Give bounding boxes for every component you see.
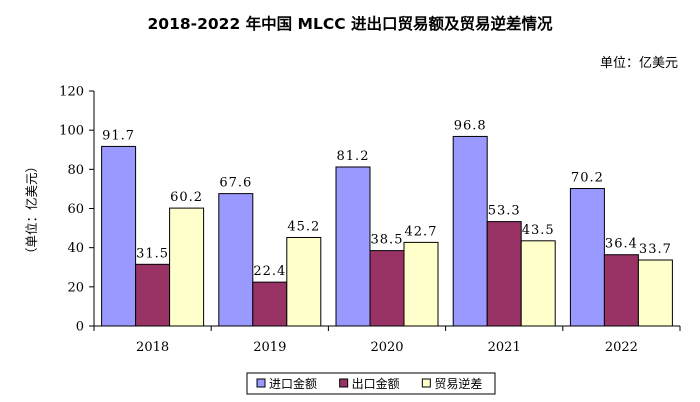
x-tick-label: 2020: [370, 340, 403, 355]
legend-box: [246, 372, 496, 395]
bar-2021-出口金额: [486, 221, 522, 327]
bar-2018-进口金额: [101, 145, 137, 327]
bar-2018-出口金额: [135, 263, 171, 327]
bar-2020-进口金额: [335, 166, 371, 327]
data-label: 70.2: [571, 171, 604, 186]
data-label: 91.7: [102, 128, 135, 143]
y-tick-label: 40: [67, 241, 84, 256]
bar-2019-出口金额: [252, 281, 288, 327]
bar-2021-贸易逆差: [520, 240, 556, 327]
y-tick-label: 60: [67, 202, 84, 217]
data-label: 43.5: [522, 223, 555, 238]
legend-item: 贸易逆差: [434, 376, 482, 391]
data-label: 22.4: [253, 264, 286, 279]
x-tick-label: 2019: [253, 340, 286, 355]
y-tick-label: 0: [76, 320, 84, 335]
bar-2018-贸易逆差: [169, 207, 205, 327]
bar-2020-出口金额: [369, 250, 405, 327]
legend-swatch: [421, 378, 431, 388]
data-label: 31.5: [136, 246, 169, 261]
x-tick-label: 2021: [488, 340, 521, 355]
bar-2022-进口金额: [569, 188, 605, 327]
data-label: 60.2: [170, 190, 203, 205]
y-tick-label: 80: [67, 163, 84, 178]
x-tick-label: 2022: [605, 340, 638, 355]
plot-area: 0 20 40 60 80 100 120 2018 2019 2020 2021 2022 91.7 3…: [59, 85, 681, 355]
bar-2019-贸易逆差: [286, 236, 322, 327]
bar-2020-贸易逆差: [403, 241, 439, 327]
legend: 进口金额 出口金额 贸易逆差: [246, 372, 496, 395]
y-tick-label: 20: [67, 280, 84, 295]
bar-2021-进口金额: [452, 135, 488, 327]
data-label: 81.2: [337, 149, 370, 164]
unit-note: 单位：亿美元: [600, 56, 678, 71]
legend-swatch: [256, 378, 266, 388]
data-label: 33.7: [639, 242, 672, 257]
x-tick-label: 2018: [136, 340, 169, 355]
chart-title: 2018-2022 年中国 MLCC 进出口贸易额及贸易逆差情况: [148, 14, 553, 33]
y-axis-label: （单位：亿美元）: [24, 160, 39, 260]
data-label: 53.3: [488, 204, 521, 219]
data-label: 67.6: [219, 176, 252, 191]
y-tick-label: 120: [59, 85, 84, 100]
legend-item: 出口金额: [352, 376, 400, 391]
bar-2022-出口金额: [603, 254, 639, 327]
y-tick-label: 100: [59, 124, 84, 139]
bar-2022-贸易逆差: [637, 259, 673, 327]
data-label: 96.8: [454, 118, 487, 133]
data-label: 36.4: [605, 237, 638, 252]
legend-swatch: [339, 378, 349, 388]
bar-2019-进口金额: [218, 193, 254, 327]
data-label: 38.5: [371, 233, 404, 248]
data-label: 45.2: [287, 219, 320, 234]
data-label: 42.7: [405, 224, 438, 239]
legend-item: 进口金额: [269, 376, 317, 391]
